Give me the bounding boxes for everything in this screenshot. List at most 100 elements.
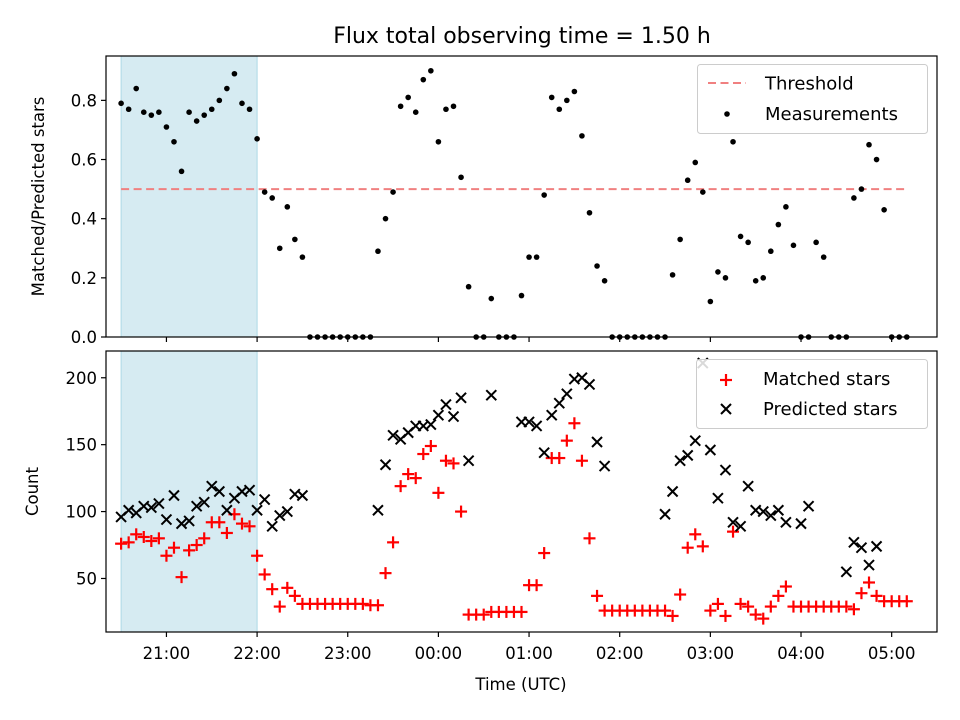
measurement-point xyxy=(125,106,132,113)
matched-star-point xyxy=(371,599,384,612)
predicted-star-point xyxy=(546,409,558,421)
bottom-legend: Matched stars Predicted stars xyxy=(696,359,928,429)
matched-star-point xyxy=(145,535,158,548)
predicted-star-point xyxy=(213,485,226,498)
predicted-star-point xyxy=(598,460,611,472)
y-tick-label: 50 xyxy=(76,569,97,588)
matched-star-point xyxy=(538,547,551,560)
matched-star-point xyxy=(281,581,294,594)
x-tick-label: 04:00 xyxy=(777,644,825,663)
predicted-star-point xyxy=(122,504,135,516)
y-tick-label: 0.0 xyxy=(71,328,97,347)
matched-star-point xyxy=(213,516,226,529)
x-tick-label: 02:00 xyxy=(596,644,644,663)
measurement-point xyxy=(458,174,464,181)
measurement-point xyxy=(420,76,427,83)
predicted-star-point xyxy=(863,559,875,571)
measurement-point xyxy=(752,278,759,284)
measurement-point xyxy=(465,283,472,290)
top-plot-frame xyxy=(105,55,938,338)
measurement-point xyxy=(783,204,789,210)
measurement-point xyxy=(669,272,676,278)
legend-matched-swatch xyxy=(720,374,732,386)
matched-star-point xyxy=(167,541,180,554)
predicted-star-point xyxy=(206,480,218,492)
measurement-point xyxy=(518,292,525,299)
predicted-star-point xyxy=(425,418,437,431)
predicted-star-point xyxy=(523,416,535,428)
predicted-star-point xyxy=(379,459,392,471)
matched-star-point xyxy=(734,597,747,610)
measurement-point xyxy=(246,106,253,113)
matched-star-point xyxy=(356,597,369,610)
bottom-y-axis-label: Count xyxy=(23,466,42,516)
matched-star-point xyxy=(779,580,792,593)
x-tick-label: 22:00 xyxy=(233,644,281,663)
bottom-legend-box xyxy=(696,359,928,429)
predicted-star-point xyxy=(795,517,807,530)
predicted-star-point xyxy=(538,446,550,459)
matched-star-point xyxy=(757,612,770,625)
matched-star-point xyxy=(583,532,596,545)
matched-star-point xyxy=(394,480,407,493)
matched-star-point xyxy=(160,549,173,562)
predicted-star-point xyxy=(274,509,286,522)
measurement-point xyxy=(412,109,419,115)
measurement-point xyxy=(375,248,381,255)
measurement-point xyxy=(133,85,140,92)
matched-star-point xyxy=(659,604,672,617)
matched-star-point xyxy=(379,567,392,580)
predicted-star-point xyxy=(198,496,210,508)
predicted-star-point xyxy=(243,484,256,496)
matched-star-point xyxy=(591,589,604,602)
measurement-point xyxy=(208,106,215,113)
chart-title: Flux total observing time = 1.50 h xyxy=(333,24,711,49)
measurement-point xyxy=(858,186,865,192)
matched-star-point xyxy=(575,454,588,467)
matched-star-point xyxy=(900,595,913,608)
measurement-point xyxy=(881,207,887,213)
predicted-star-point xyxy=(183,515,195,527)
measurement-point xyxy=(775,221,782,228)
matched-star-point xyxy=(183,544,196,557)
measurement-point xyxy=(254,136,260,142)
measurement-point xyxy=(186,109,192,115)
matched-star-point xyxy=(288,589,301,602)
matched-star-point xyxy=(266,583,279,596)
y-tick-label: 150 xyxy=(66,436,98,455)
measurement-point xyxy=(571,88,578,95)
predicted-star-point xyxy=(870,540,883,553)
bottom-plot-frame xyxy=(105,350,938,633)
measurement-point xyxy=(700,189,706,195)
matched-star-point xyxy=(220,526,233,539)
measurement-point xyxy=(261,189,268,195)
matched-star-point xyxy=(840,600,853,613)
matched-star-point xyxy=(243,520,256,533)
measurement-point xyxy=(193,118,200,124)
measurement-point xyxy=(488,295,495,302)
predicted-star-point xyxy=(455,392,467,404)
predicted-star-point xyxy=(855,541,868,554)
measurement-point xyxy=(163,124,170,130)
matched-star-point xyxy=(115,537,128,550)
predicted-star-point xyxy=(530,420,543,432)
matched-star-point xyxy=(455,505,468,518)
measurement-point xyxy=(148,112,155,118)
legend-measurements-label: Measurements xyxy=(765,104,898,125)
matched-star-point xyxy=(870,589,883,602)
x-tick-label: 03:00 xyxy=(687,644,735,663)
measurement-point xyxy=(677,236,683,243)
matched-star-point xyxy=(863,576,876,589)
predicted-star-point xyxy=(704,444,717,456)
matched-star-point xyxy=(742,600,755,613)
predicted-star-point xyxy=(681,449,694,462)
measurement-point xyxy=(692,159,699,166)
measurement-point xyxy=(715,269,721,275)
predicted-star-point xyxy=(258,493,271,506)
predicted-star-point xyxy=(674,455,686,467)
y-tick-label: 0.8 xyxy=(71,91,97,110)
measurement-point xyxy=(722,275,729,281)
measurement-point xyxy=(239,100,245,107)
predicted-star-point xyxy=(168,489,180,502)
